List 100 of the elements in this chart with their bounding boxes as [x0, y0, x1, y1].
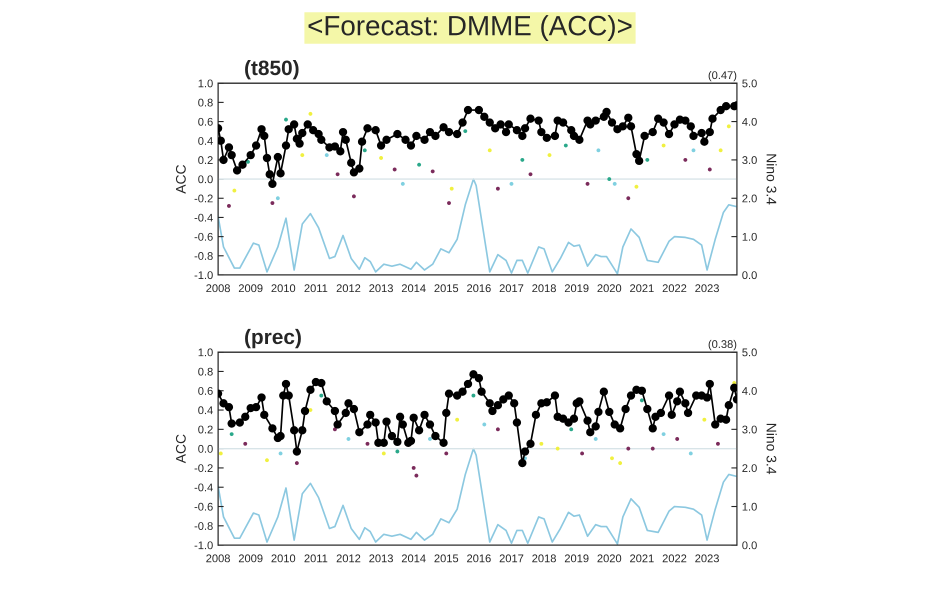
- x-tick-label: 2012: [336, 554, 360, 562]
- point: [243, 442, 248, 446]
- point: [412, 466, 416, 470]
- point: [594, 437, 598, 441]
- point: [324, 153, 329, 158]
- x-tick-label: 2022: [662, 554, 686, 562]
- point: [688, 451, 693, 456]
- text: (0.47): [708, 70, 736, 82]
- point: [683, 158, 688, 162]
- point: [395, 450, 400, 454]
- x-tick-label: 2019: [564, 554, 589, 562]
- y-tick-label: 0.2: [198, 156, 213, 164]
- point: [450, 186, 454, 191]
- point: [580, 451, 584, 456]
- y-tick-label: 0.8: [198, 98, 213, 107]
- chart-subtitle: (prec): [245, 328, 301, 348]
- y2-tick-label: 3.0: [742, 426, 757, 434]
- point: [284, 118, 288, 122]
- x-tick-label: 2011: [304, 554, 328, 562]
- chart-subtitle: (t850): [245, 60, 299, 80]
- y-tick-label: -0.8: [194, 252, 213, 260]
- point: [692, 148, 696, 152]
- point: [455, 418, 460, 422]
- point: [610, 456, 614, 460]
- point: [528, 172, 532, 176]
- point: [230, 432, 234, 436]
- y-tick-label: 0.6: [198, 118, 213, 126]
- x-tick-label: 2022: [662, 284, 686, 292]
- point: [294, 461, 299, 466]
- y-tick-label: 0.4: [198, 137, 213, 145]
- y-tick-label: -0.6: [194, 232, 213, 241]
- point: [482, 422, 486, 426]
- y-tick-label: -0.2: [194, 194, 213, 202]
- x-tick-label: 2016: [467, 554, 491, 562]
- point: [586, 182, 590, 186]
- y-tick-label: 0.8: [198, 368, 213, 376]
- y-axis-title: ACC: [176, 164, 186, 194]
- y2-tick-label: 5.0: [742, 348, 757, 356]
- point: [607, 177, 612, 182]
- point: [569, 427, 574, 432]
- y-tick-label: -0.4: [194, 483, 213, 492]
- y2-tick-label: 0.0: [742, 271, 757, 280]
- y-tick-label: -0.2: [194, 464, 213, 472]
- point: [520, 158, 524, 162]
- point: [352, 194, 356, 198]
- y2-tick-label: 3.0: [742, 156, 757, 164]
- point: [400, 182, 405, 186]
- point: [726, 124, 731, 128]
- point: [447, 201, 451, 206]
- x-tick-label: 2016: [467, 284, 491, 292]
- point: [362, 148, 367, 152]
- y2-tick-label: 2.0: [742, 194, 757, 202]
- point: [276, 196, 280, 200]
- x-tick-label: 2008: [206, 284, 230, 292]
- point: [270, 201, 274, 206]
- point: [634, 184, 638, 189]
- y2-axis-title: Nino 3.4: [766, 424, 777, 474]
- chart-title: <Forecast: DMME (ACC)>: [308, 15, 632, 41]
- point: [488, 148, 492, 152]
- point: [675, 437, 680, 441]
- point: [308, 408, 312, 412]
- x-tick-label: 2013: [369, 284, 393, 292]
- x-tick-label: 2017: [500, 554, 524, 562]
- point: [618, 461, 622, 466]
- point: [278, 451, 283, 456]
- x-tick-label: 2010: [271, 284, 296, 292]
- point: [366, 442, 370, 446]
- point: [308, 112, 312, 116]
- point: [626, 446, 630, 451]
- x-tick-label: 2020: [597, 554, 622, 562]
- point: [246, 160, 250, 164]
- point: [471, 394, 476, 398]
- y2-axis-title: Nino 3.4: [766, 154, 777, 205]
- y2-tick-label: 5.0: [742, 79, 757, 88]
- point: [539, 442, 544, 446]
- x-tick-label: 2009: [238, 284, 263, 292]
- point: [612, 182, 617, 186]
- x-tick-label: 2013: [369, 554, 393, 562]
- x-tick-label: 2010: [271, 554, 296, 562]
- y2-tick-label: 0.0: [742, 541, 757, 550]
- y2-tick-label: 2.0: [742, 464, 757, 472]
- point: [650, 446, 655, 451]
- y-tick-label: -1.0: [194, 271, 213, 280]
- y-tick-label: 0.0: [198, 175, 213, 184]
- point: [496, 427, 500, 432]
- point: [428, 437, 432, 441]
- x-tick-label: 2012: [336, 284, 360, 292]
- point: [626, 196, 630, 200]
- x-tick-label: 2014: [402, 284, 426, 292]
- x-tick-label: 2021: [630, 284, 654, 292]
- point: [556, 446, 560, 451]
- point: [218, 451, 223, 456]
- point: [392, 168, 397, 172]
- x-tick-label: 2015: [434, 554, 458, 562]
- x-tick-label: 2021: [630, 554, 654, 562]
- point: [417, 162, 422, 167]
- y-tick-label: -0.8: [194, 522, 213, 530]
- y-tick-label: 0.4: [198, 406, 213, 414]
- point: [708, 168, 712, 172]
- point: [662, 144, 666, 148]
